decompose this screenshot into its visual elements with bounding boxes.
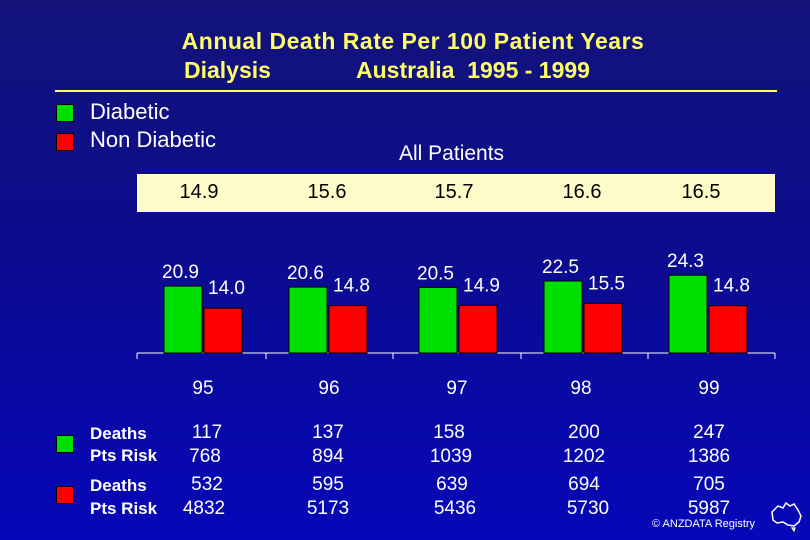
year-label-96: 96 [318,378,340,399]
bar-label-non-diabetic-98: 15.5 [588,273,625,294]
diabetic-deaths-99: 247 [693,422,725,443]
bar-label-diabetic-97: 20.5 [417,263,454,284]
bar-label-diabetic-95: 20.9 [162,262,199,283]
bar-non-diabetic-99 [708,305,748,354]
bar-non-diabetic-96 [328,305,368,354]
non-diabetic-deaths-96: 595 [312,474,344,495]
diabetic-pts-risk-98: 1202 [562,446,606,467]
chart-title-line1: Annual Death Rate Per 100 Patient Years [181,28,645,54]
chart-title-dialysis: Dialysis [184,57,271,83]
title-divider [55,90,777,92]
year-label-99: 99 [698,378,720,399]
non-diabetic-pts-risk-99: 5987 [687,498,731,519]
non-diabetic-deaths-97: 639 [436,474,468,495]
all-patients-rate-95: 14.9 [179,181,219,203]
bar-label-non-diabetic-99: 14.8 [713,276,750,297]
legend-label-diabetic: Diabetic [90,99,170,124]
copyright-text: © ANZDATA Registry [652,518,756,530]
diabetic-pts-risk-99: 1386 [687,446,731,467]
year-label-98: 98 [570,378,592,399]
table-swatch-diabetic [56,435,74,453]
bar-label-diabetic-96: 20.6 [287,263,324,284]
bar-diabetic-95 [163,285,203,354]
row-label-diabetic-deaths: Deaths [90,424,147,443]
all-patients-rate-99: 16.5 [681,181,721,203]
bar-label-diabetic-98: 22.5 [542,257,579,278]
bar-label-non-diabetic-97: 14.9 [463,275,500,296]
row-label-non-diabetic-deaths: Deaths [90,476,147,495]
row-label-non-diabetic-pts-risk: Pts Risk [90,499,158,518]
diabetic-deaths-96: 137 [312,422,344,443]
non-diabetic-pts-risk-98: 5730 [566,498,610,519]
bar-diabetic-99 [668,274,708,354]
chart-title-region-years: Australia 1995 - 1999 [356,57,590,83]
bar-non-diabetic-98 [583,302,623,354]
chart-subtitle: All Patients [399,142,505,165]
diabetic-pts-risk-97: 1039 [429,446,473,467]
non-diabetic-deaths-99: 705 [693,474,725,495]
diabetic-deaths-97: 158 [433,422,465,443]
non-diabetic-deaths-98: 694 [568,474,600,495]
bar-non-diabetic-95 [203,307,243,354]
legend-swatch-diabetic [56,104,74,122]
bar-diabetic-98 [543,280,583,354]
non-diabetic-deaths-95: 532 [191,474,223,495]
diabetic-deaths-95: 117 [191,422,223,443]
diabetic-pts-risk-95: 768 [189,446,221,467]
bar-label-non-diabetic-95: 14.0 [208,278,245,299]
all-patients-band [137,174,775,212]
all-patients-rate-98: 16.6 [562,181,602,203]
all-patients-rate-97: 15.7 [434,181,474,203]
bar-label-non-diabetic-96: 14.8 [333,276,370,297]
year-label-97: 97 [446,378,468,399]
legend-label-non-diabetic: Non Diabetic [90,127,216,152]
year-label-95: 95 [192,378,214,399]
bar-label-diabetic-99: 24.3 [667,251,704,272]
diabetic-deaths-98: 200 [568,422,600,443]
bar-diabetic-96 [288,286,328,354]
bar-non-diabetic-97 [458,304,498,354]
bar-diabetic-97 [418,286,458,354]
diabetic-pts-risk-96: 894 [312,446,344,467]
australia-map-icon [771,501,802,532]
non-diabetic-pts-risk-97: 5436 [433,498,477,519]
non-diabetic-pts-risk-95: 4832 [182,498,226,519]
legend-swatch-non-diabetic [56,133,74,151]
non-diabetic-pts-risk-96: 5173 [306,498,350,519]
table-swatch-non-diabetic [56,486,74,504]
row-label-diabetic-pts-risk: Pts Risk [90,446,158,465]
all-patients-rate-96: 15.6 [307,181,347,203]
